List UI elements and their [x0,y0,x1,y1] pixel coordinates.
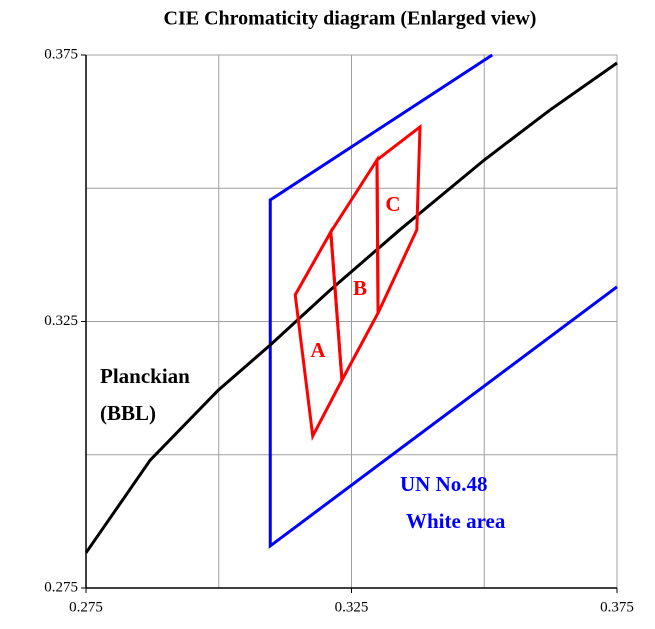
plot [84,53,618,554]
series-line [84,61,618,554]
y-tick-label: 0.325 [44,313,78,329]
series-line [293,226,344,442]
y-tick-label: 0.375 [44,46,78,62]
y-tick-label: 0.275 [44,579,78,595]
annotation: A [310,338,326,362]
x-tick-label: 0.325 [335,599,369,615]
grid [86,54,618,588]
annotation: Planckian [100,364,190,388]
annotation: C [385,192,400,216]
series-line [268,53,618,549]
annotation: B [353,276,367,300]
annotation: White area [406,509,506,533]
series-line [375,123,422,314]
chart-title: CIE Chromaticity diagram (Enlarged view) [164,8,537,30]
x-tick-label: 0.375 [600,599,634,615]
annotation: UN No.48 [400,472,488,496]
annotation: (BBL) [100,401,156,425]
x-tick-label: 0.275 [69,599,103,615]
